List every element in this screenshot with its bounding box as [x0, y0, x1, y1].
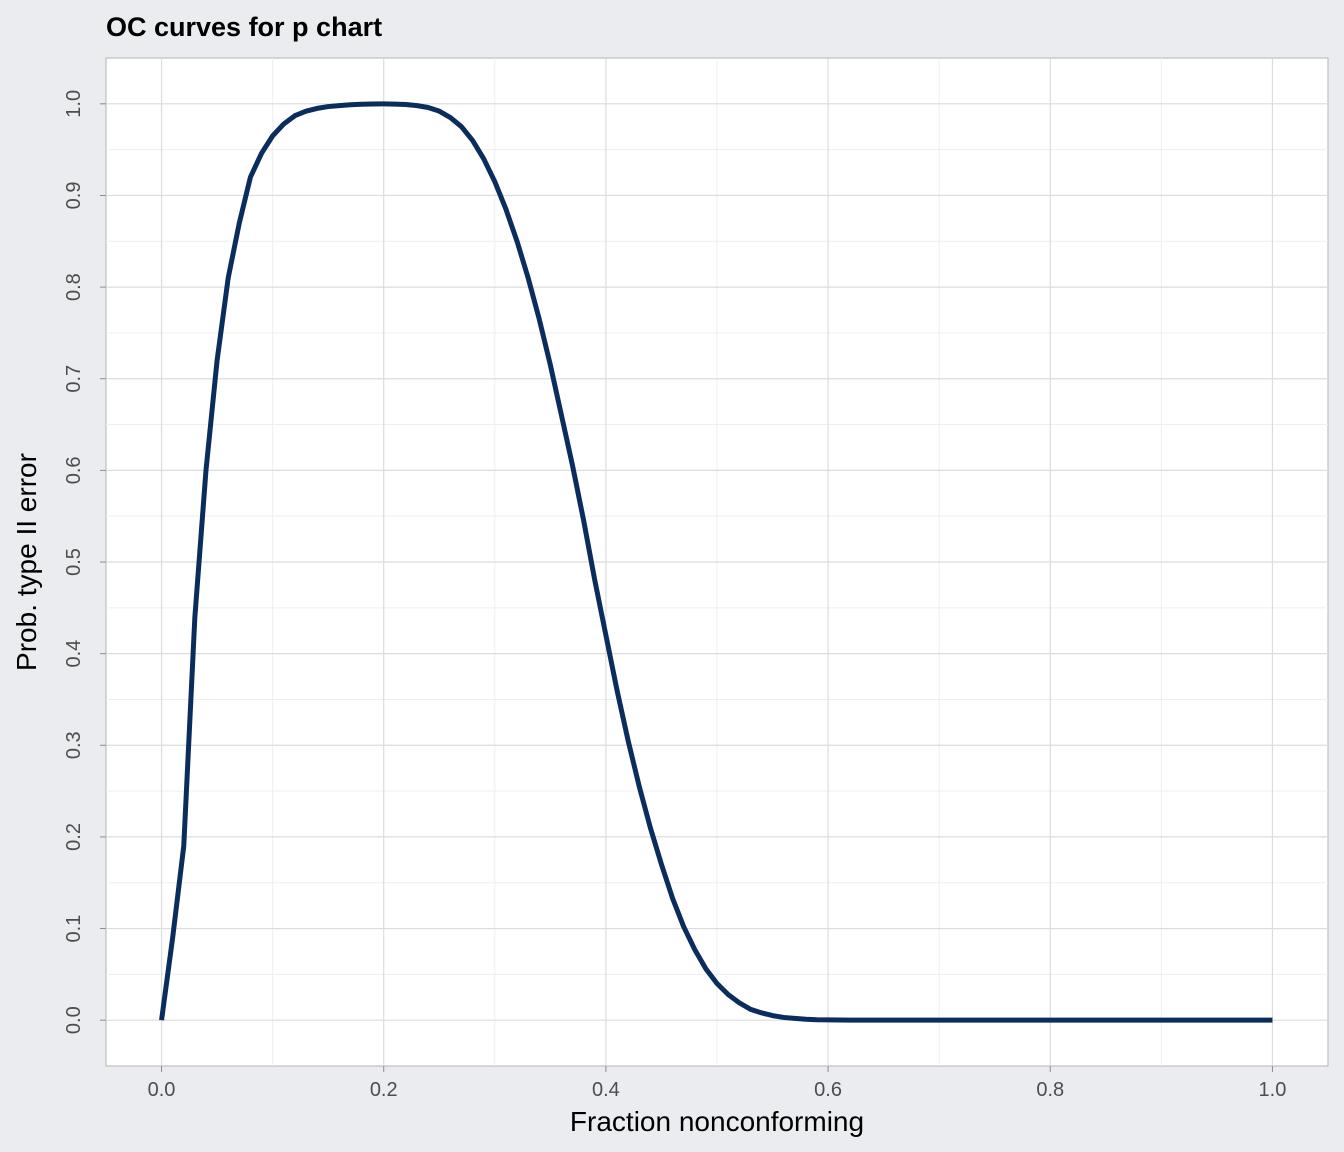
x-tick-label: 0.6	[814, 1079, 842, 1101]
y-axis: 0.0 0.1 0.2 0.3 0.4 0.5 0.6 0.7 0.8 0.9 1.0	[63, 90, 106, 1034]
y-tick-label: 0.8	[63, 273, 85, 301]
y-tick-label: 0.4	[63, 640, 85, 668]
oc-curve-line	[159, 101, 1273, 1023]
x-axis-title: Fraction nonconforming	[570, 1106, 864, 1137]
x-tick-label: 0.2	[370, 1079, 398, 1101]
x-tick-label: 0.4	[592, 1079, 620, 1101]
y-tick-label: 0.1	[63, 915, 85, 943]
y-tick-label: 0.6	[63, 456, 85, 484]
y-tick-label: 0.0	[63, 1006, 85, 1034]
y-tick-label: 0.9	[63, 182, 85, 210]
y-tick-label: 0.2	[63, 823, 85, 851]
y-tick-label: 0.5	[63, 548, 85, 576]
series-layer	[159, 101, 1273, 1023]
x-axis: 0.0 0.2 0.4 0.6 0.8 1.0	[148, 1066, 1287, 1101]
grid-lines	[106, 58, 1328, 1066]
chart-title: OC curves for p chart	[106, 12, 382, 42]
y-axis-title: Prob. type II error	[11, 453, 42, 671]
x-tick-label: 0.8	[1036, 1079, 1064, 1101]
x-tick-label: 0.0	[148, 1079, 176, 1101]
y-tick-label: 0.3	[63, 731, 85, 759]
x-tick-label: 1.0	[1259, 1079, 1287, 1101]
y-tick-label: 0.7	[63, 365, 85, 393]
y-tick-label: 1.0	[63, 90, 85, 118]
